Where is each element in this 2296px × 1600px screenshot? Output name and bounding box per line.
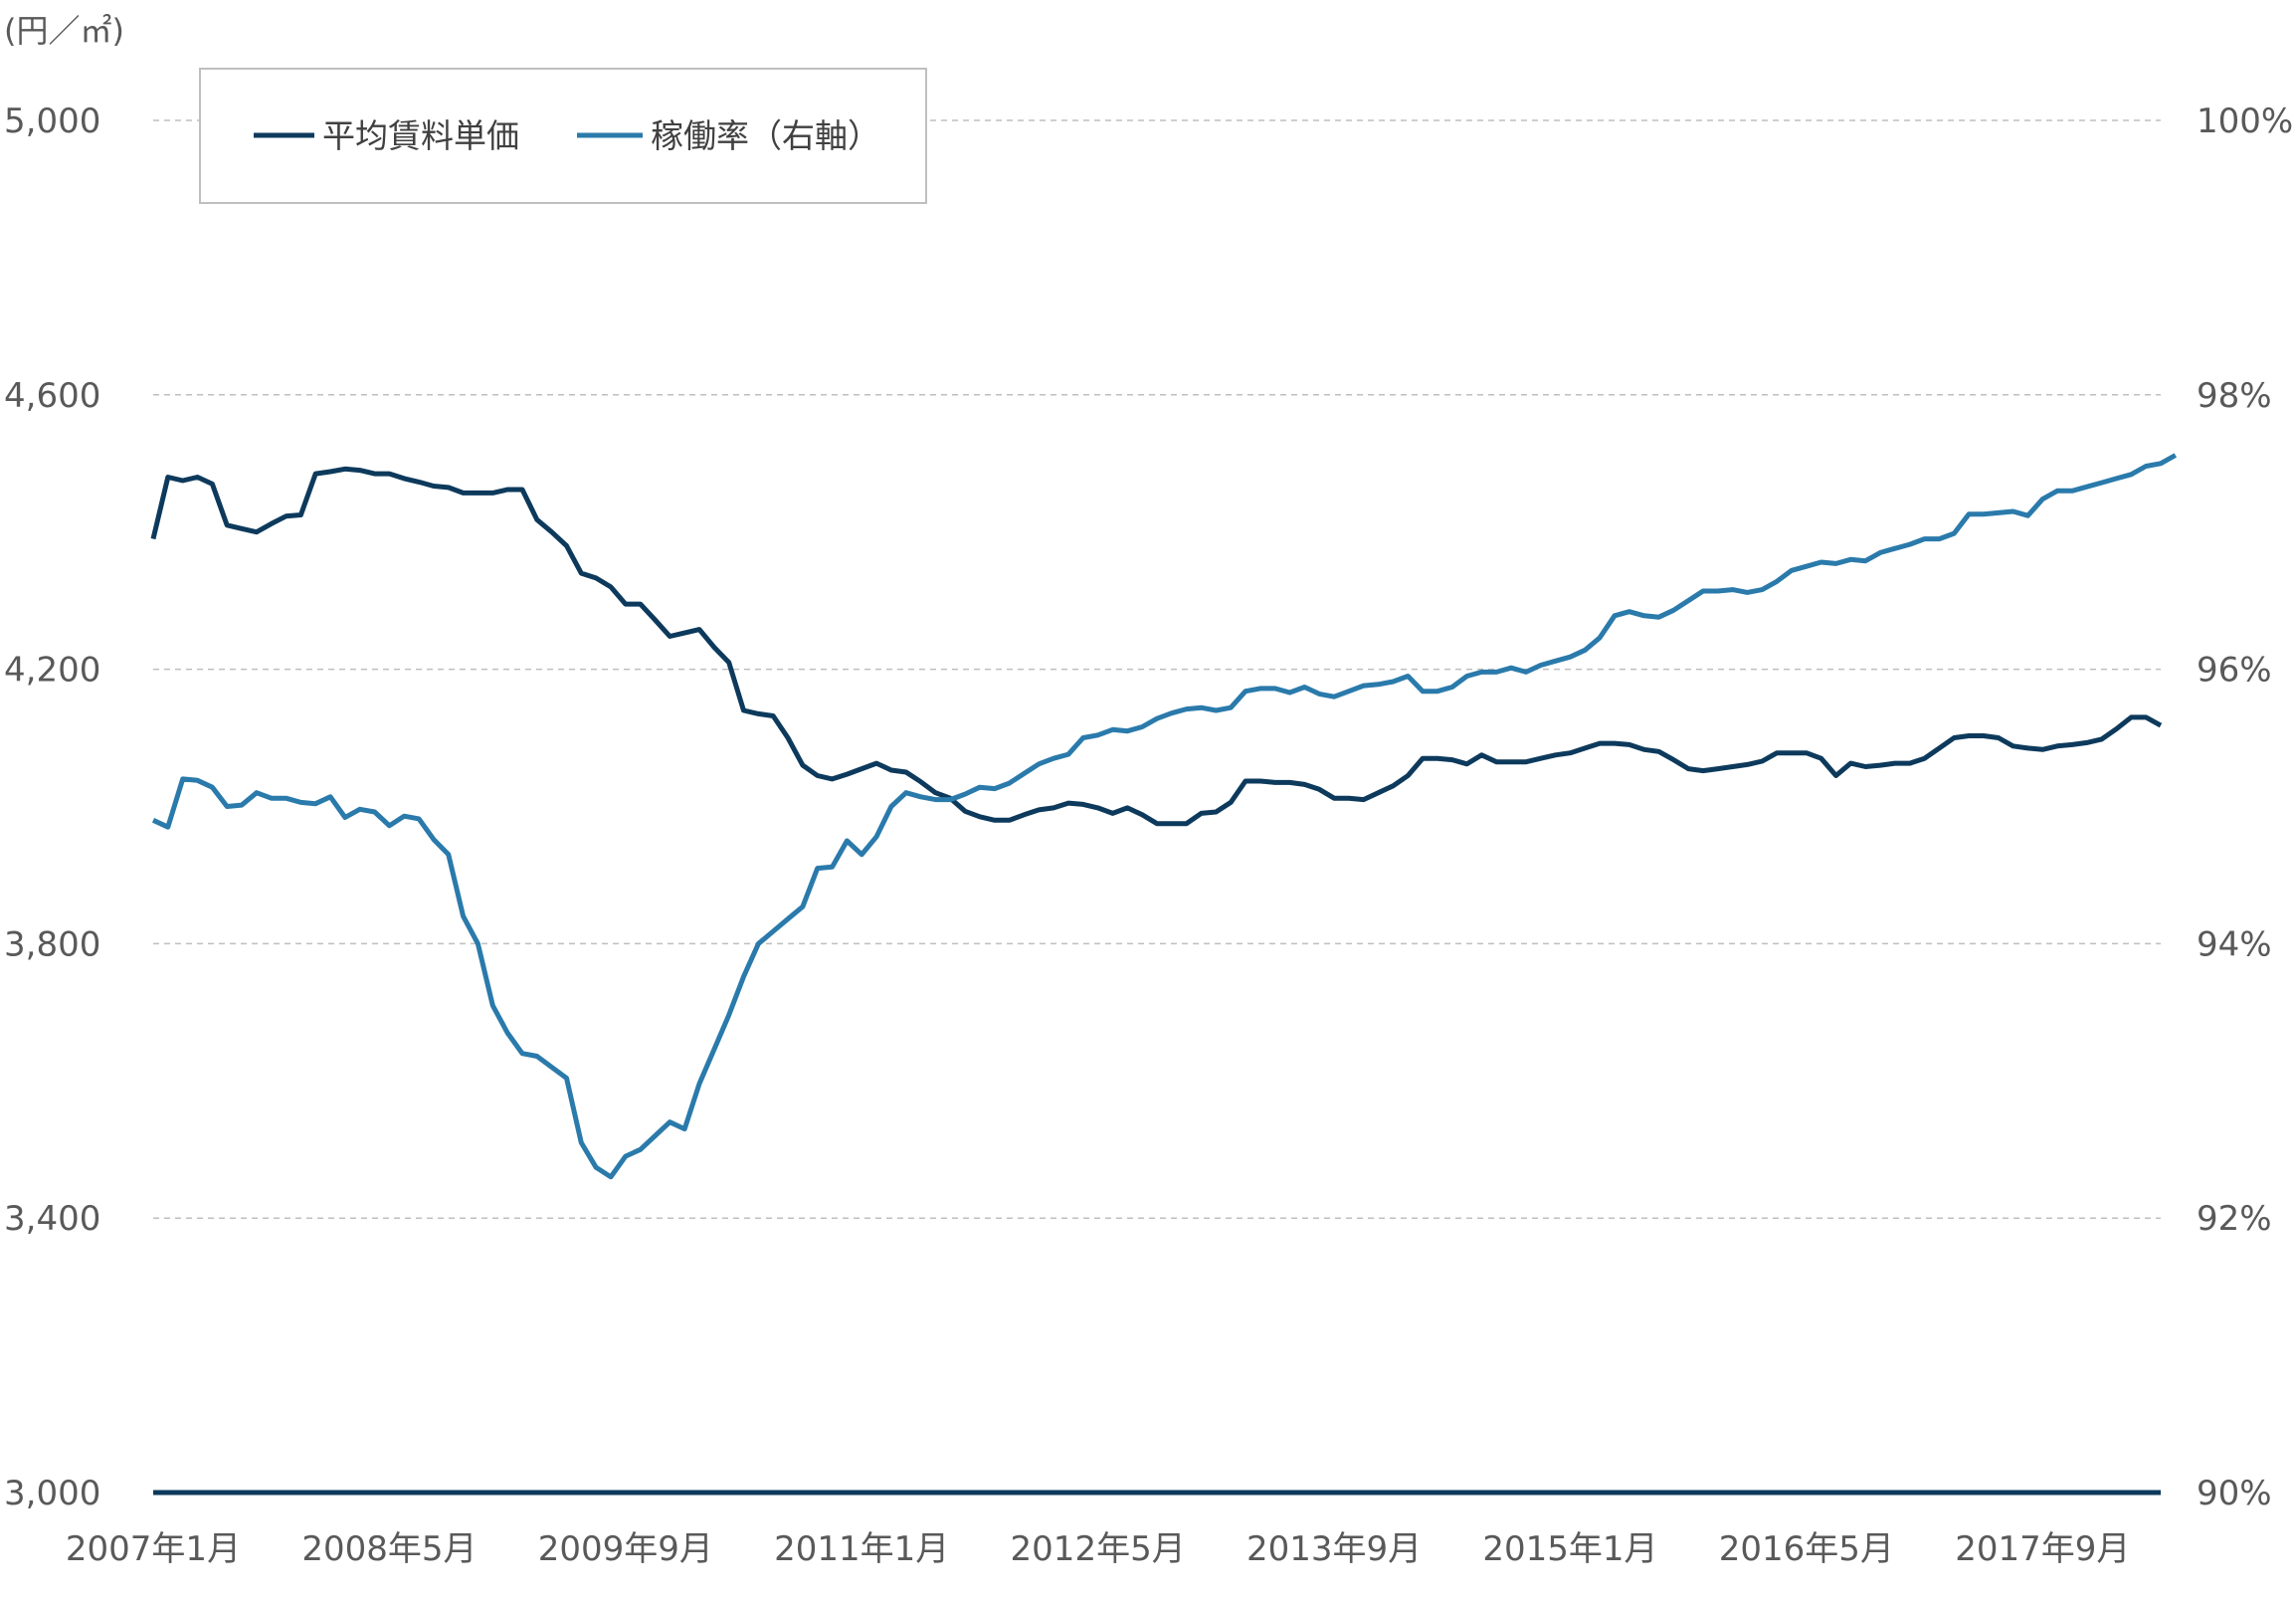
x-axis-ticks: 2007年1月 2008年5月 2009年9月 2011年1月 2012年5月 2013年… [66,1529,2130,1569]
x-tick-label: 2011年1月 [774,1529,949,1569]
y-axis-left-ticks: 3,000 3,400 3,800 4,200 4,600 5,000 [4,101,100,1513]
legend: 平均賃料単価 稼働率（右軸） [199,68,927,204]
x-tick-label: 2008年5月 [301,1529,477,1569]
y-left-tick-label: 5,000 [4,101,100,141]
x-tick-label: 2007年1月 [66,1529,241,1569]
y-axis-right-ticks: 90% 92% 94% 96% 98% 100% [2197,101,2293,1513]
y-right-tick-label: 90% [2197,1474,2272,1513]
series-line-occupancy [151,453,2178,1180]
y-left-tick-label: 3,800 [4,924,100,964]
x-tick-label: 2013年9月 [1246,1529,1422,1569]
y-right-tick-label: 98% [2197,376,2272,416]
y-left-tick-label: 3,400 [4,1199,100,1239]
y-left-tick-label: 4,200 [4,651,100,691]
x-tick-label: 2017年9月 [1955,1529,2130,1569]
y-right-tick-label: 94% [2197,924,2272,964]
y-right-tick-label: 92% [2197,1199,2272,1239]
x-tick-label: 2015年1月 [1482,1529,1657,1569]
series-layer [150,453,2178,1180]
legend-box [199,68,927,204]
y-unit-label: (円／㎡) [4,12,124,50]
x-tick-label: 2009年9月 [538,1529,713,1569]
x-tick-label: 2016年5月 [1719,1529,1894,1569]
legend-label-occupancy: 稼働率（右軸） [651,116,880,155]
gridlines [153,119,2161,1219]
y-right-tick-label: 100% [2197,101,2293,141]
y-left-tick-label: 3,000 [4,1474,100,1513]
series-line-rent [150,466,2163,827]
y-right-tick-label: 96% [2197,651,2272,691]
x-tick-label: 2012年5月 [1011,1529,1186,1569]
y-left-tick-label: 4,600 [4,376,100,416]
legend-label-rent: 平均賃料単価 [322,116,519,155]
